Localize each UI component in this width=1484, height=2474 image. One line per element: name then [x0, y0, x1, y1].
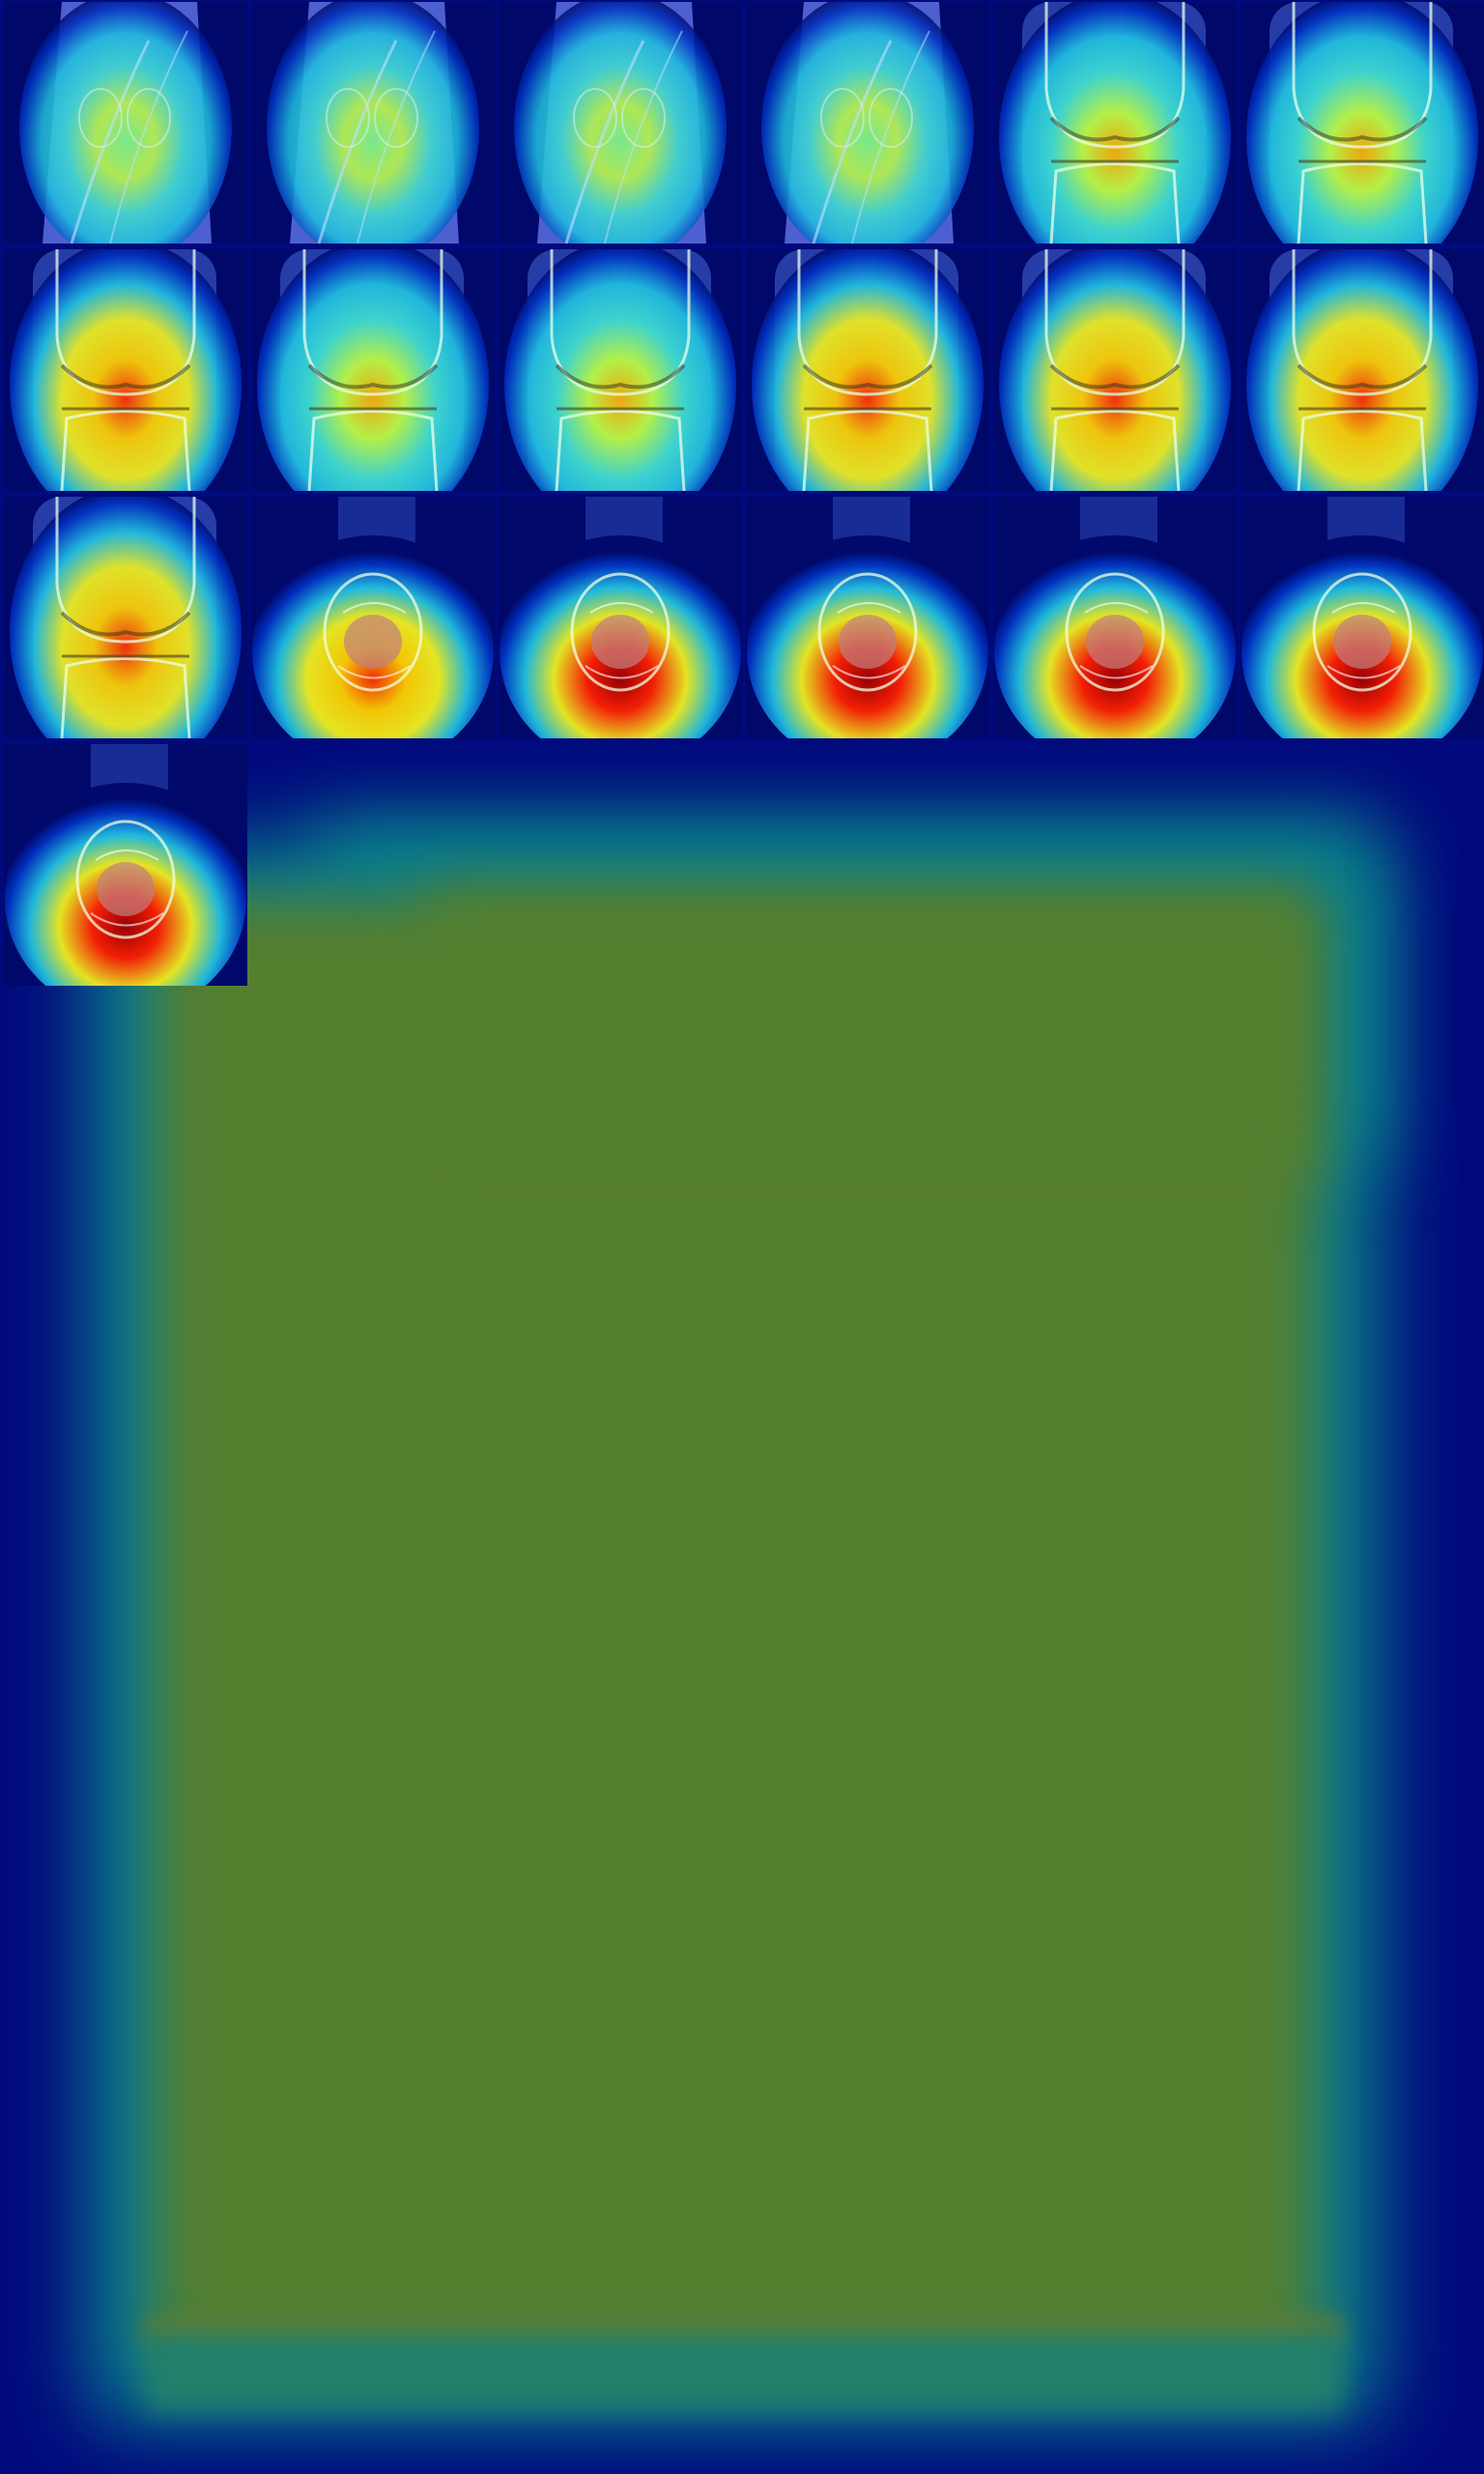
mri-slice-tile — [4, 2, 247, 244]
mri-slice-image — [4, 249, 247, 491]
mri-slice-tile — [4, 249, 247, 491]
mri-slice-tile — [746, 2, 989, 244]
mri-slice-tile — [746, 249, 989, 491]
mri-slice-image — [993, 249, 1237, 491]
mri-slice-tile — [1241, 249, 1484, 491]
mri-slice-image — [251, 2, 495, 244]
mri-slice-image — [4, 497, 247, 738]
mri-slice-tile — [1241, 2, 1484, 244]
mri-slice-tile — [1241, 497, 1484, 738]
mri-slice-image — [746, 497, 989, 738]
empty-grid-field-top — [425, 889, 1314, 1179]
mri-slice-image — [1241, 2, 1484, 244]
mri-slice-image — [1241, 249, 1484, 491]
mri-slice-image — [1241, 497, 1484, 738]
mri-slice-tile — [499, 497, 742, 738]
mri-slice-image — [499, 2, 742, 244]
mri-slice-tile — [746, 497, 989, 738]
mri-slice-tile — [993, 497, 1237, 738]
mri-slice-image — [746, 2, 989, 244]
mri-slice-tile — [499, 249, 742, 491]
mri-slice-tile — [4, 744, 247, 986]
mri-slice-image — [499, 249, 742, 491]
mri-slice-image — [4, 2, 247, 244]
mri-slice-tile — [993, 249, 1237, 491]
mri-slice-tile — [251, 249, 495, 491]
mri-slice-image — [993, 497, 1237, 738]
mri-slice-image — [993, 2, 1237, 244]
mri-slice-tile — [251, 2, 495, 244]
mri-slice-tile — [993, 2, 1237, 244]
mri-slice-tile — [4, 497, 247, 738]
field-bottom-band — [145, 2334, 1343, 2411]
mri-slice-image — [746, 249, 989, 491]
mri-slice-image — [499, 497, 742, 738]
mri-slice-tile — [251, 497, 495, 738]
mri-slice-image — [4, 744, 247, 986]
mri-slice-image — [251, 497, 495, 738]
mri-slice-tile — [499, 2, 742, 244]
mri-slice-image — [251, 249, 495, 491]
